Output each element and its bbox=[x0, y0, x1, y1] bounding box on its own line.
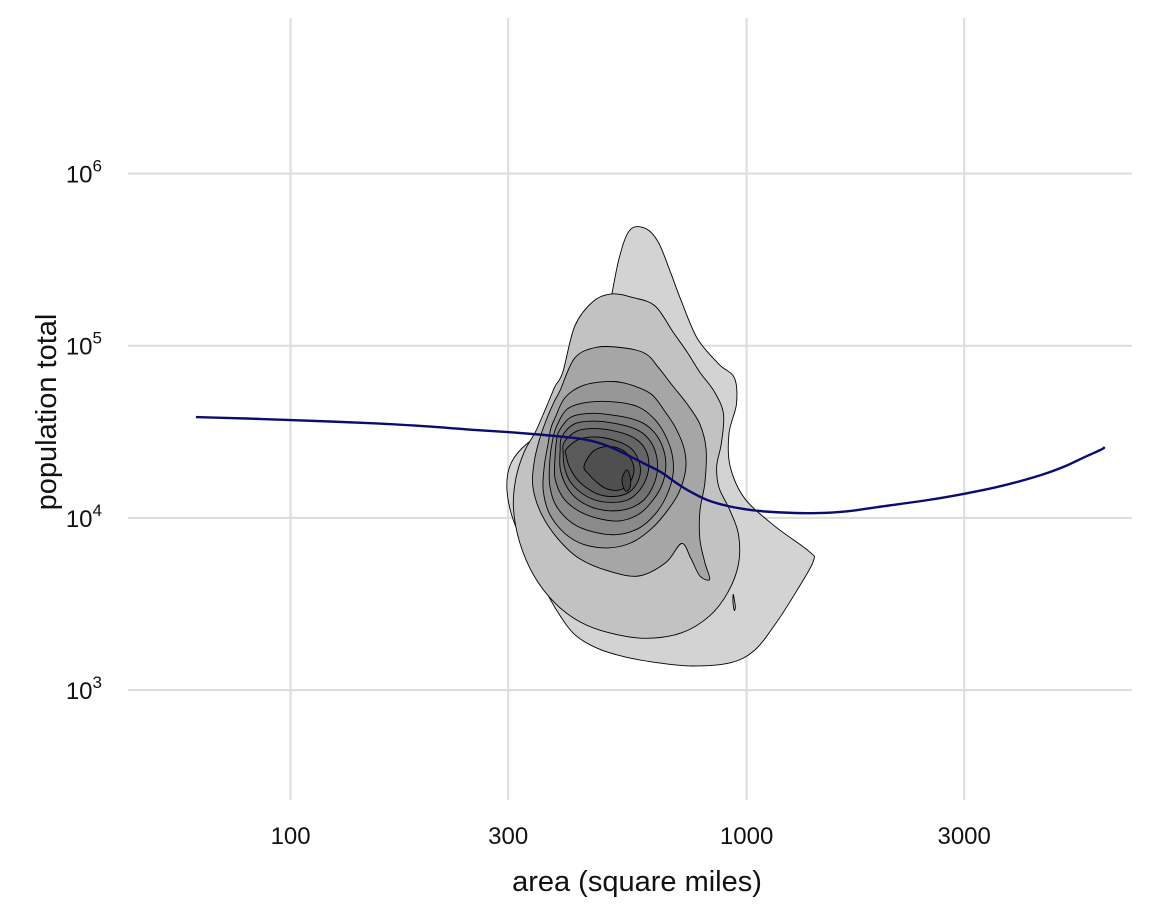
y-tick-label-4: 104 bbox=[66, 501, 102, 533]
contour-level-11-region-10 bbox=[621, 469, 632, 492]
x-tick-label-300: 300 bbox=[488, 823, 528, 850]
smooth-line bbox=[195, 415, 1106, 515]
x-tick-label-100: 100 bbox=[271, 823, 311, 850]
smooth-trend-line bbox=[195, 415, 1106, 515]
x-axis-tick-labels: 100 300 1000 3000 bbox=[271, 823, 991, 850]
x-axis-title: area (square miles) bbox=[512, 866, 762, 898]
y-axis-title: population total bbox=[31, 314, 63, 511]
y-tick-label-6: 106 bbox=[66, 157, 102, 189]
y-axis-tick-labels: 103 104 105 106 bbox=[66, 157, 102, 706]
x-tick-label-1000: 1000 bbox=[720, 823, 773, 850]
y-tick-label-3: 103 bbox=[66, 673, 102, 705]
y-tick-label-5: 105 bbox=[66, 329, 102, 361]
contour-level-2-region-11 bbox=[732, 593, 736, 611]
density-contours bbox=[506, 226, 815, 667]
x-tick-label-3000: 3000 bbox=[937, 823, 990, 850]
